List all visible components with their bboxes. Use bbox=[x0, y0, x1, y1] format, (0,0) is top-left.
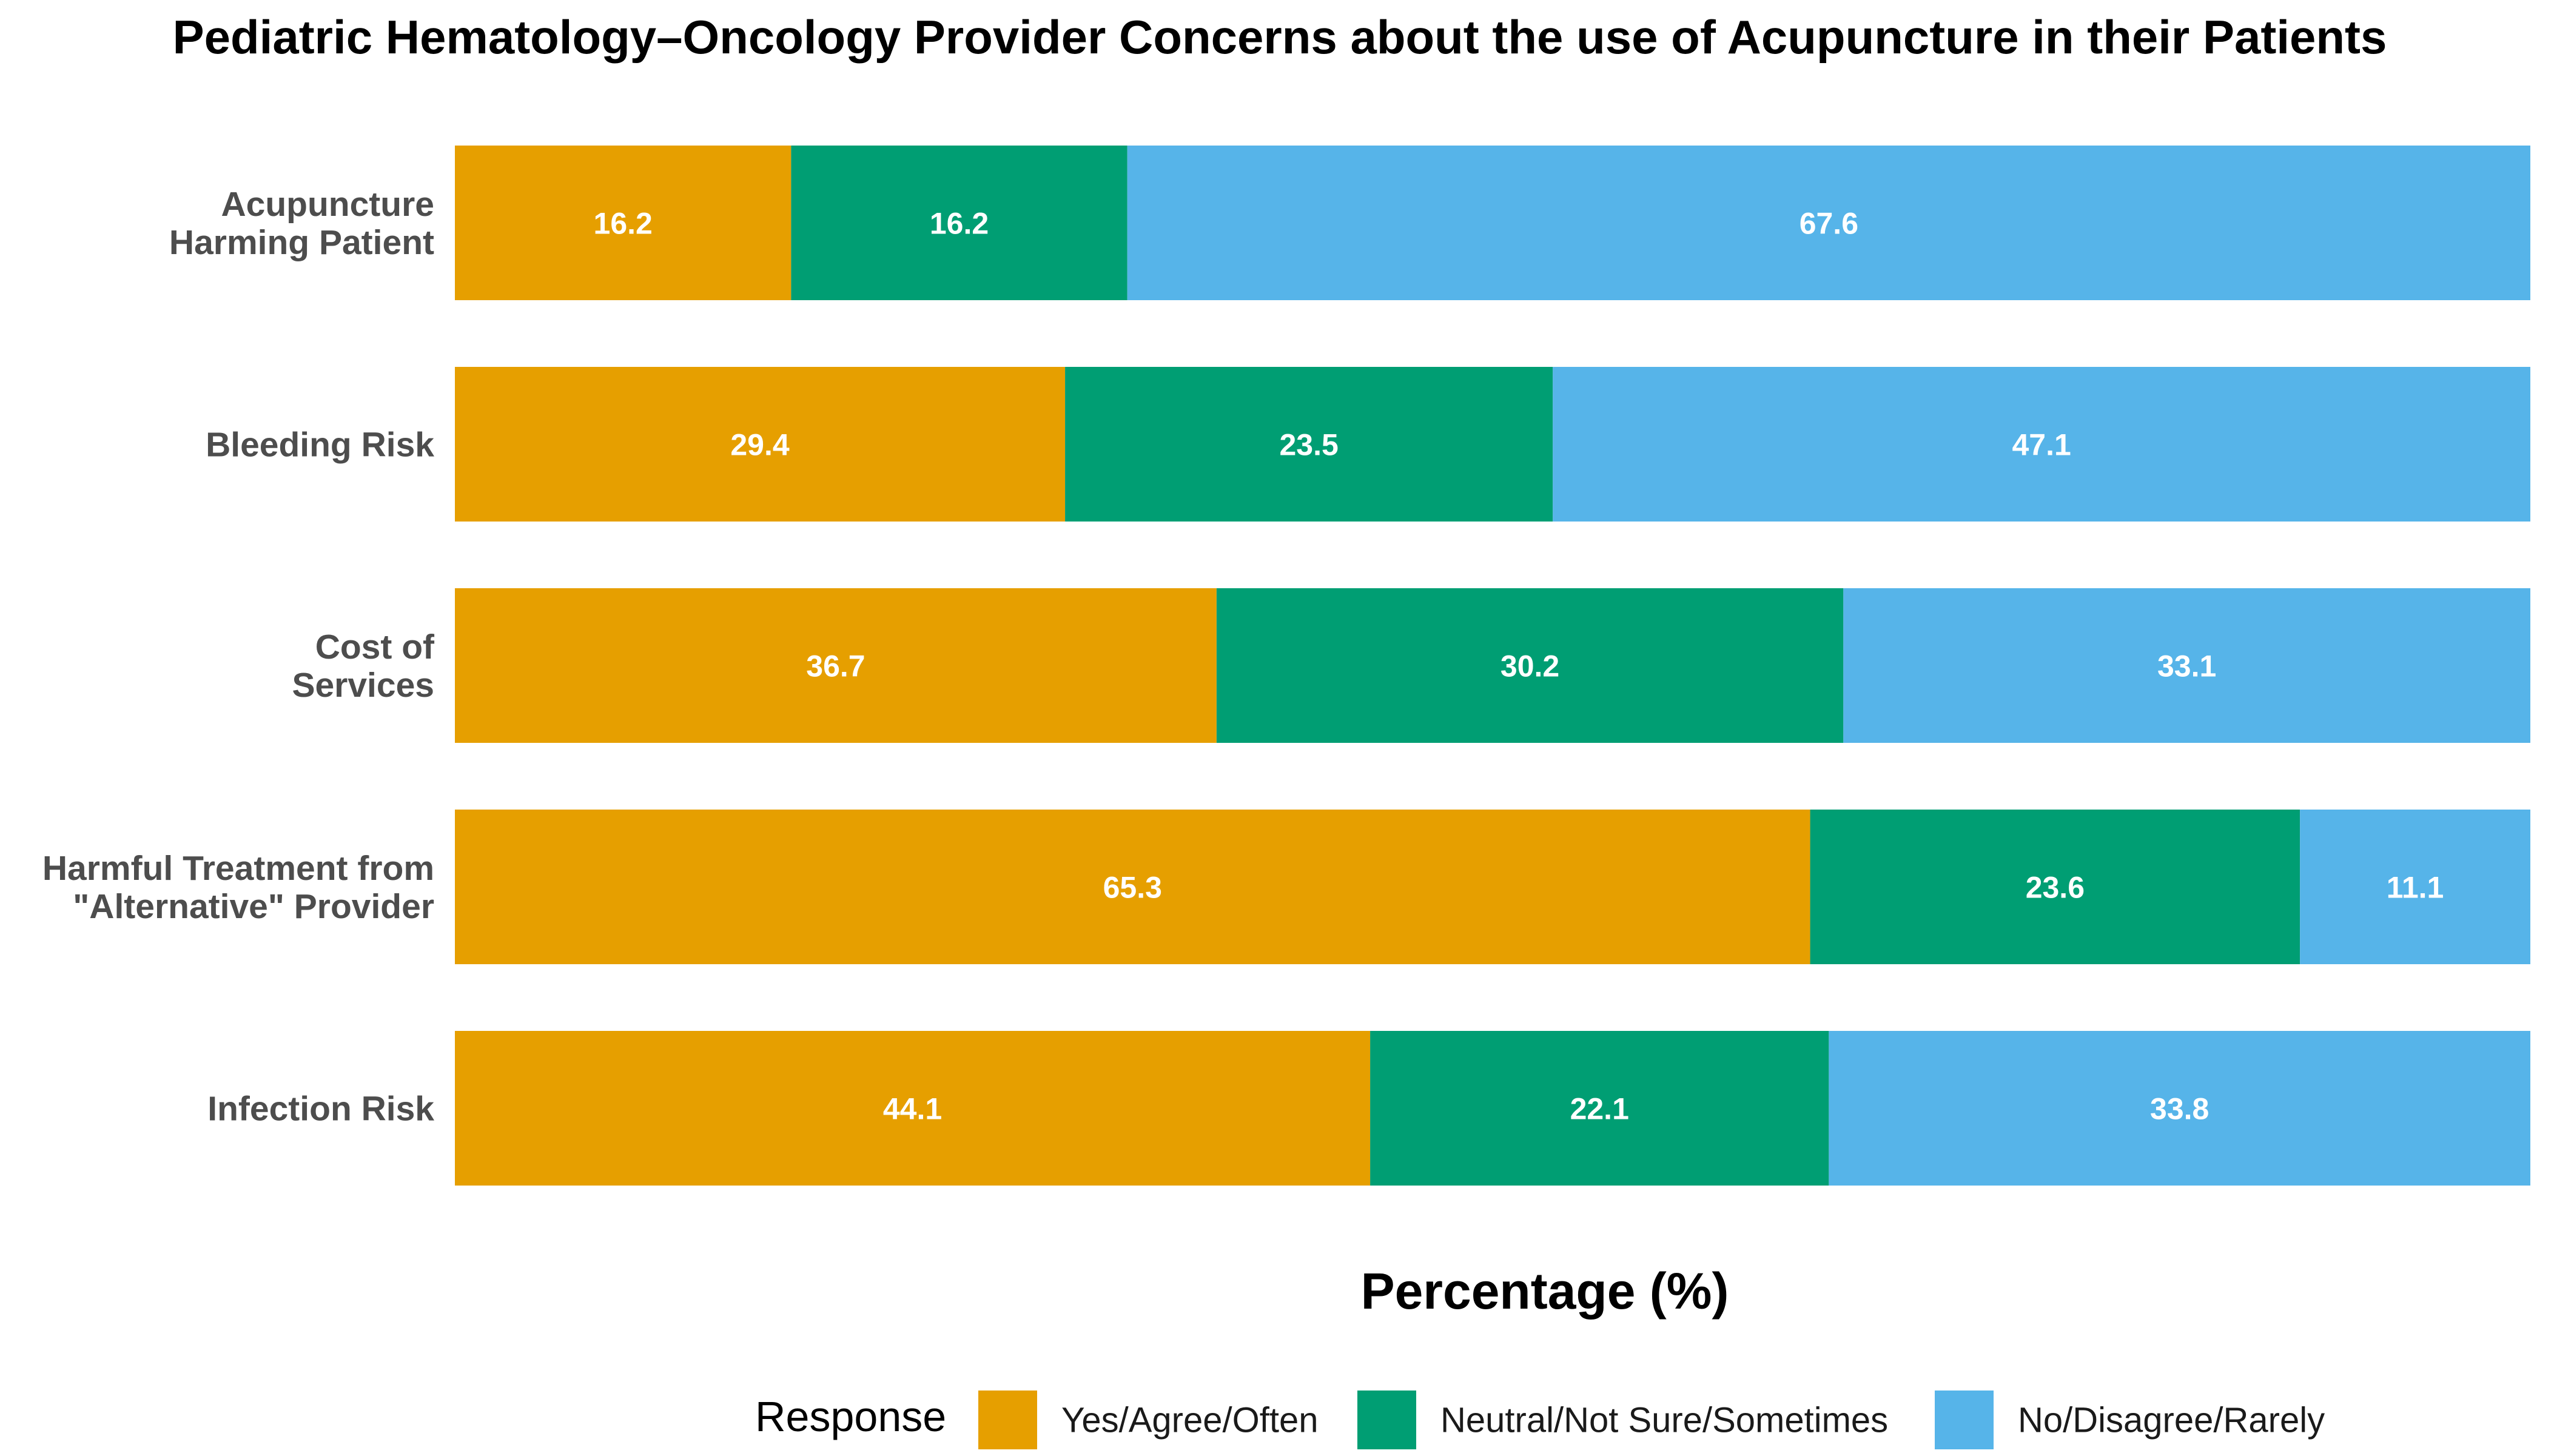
bar-infection-risk-yes-agree-often bbox=[455, 1031, 1371, 1186]
value-label-cost-of-services-yes-agree-often: 36.7 bbox=[806, 649, 865, 683]
category-label-harmful-treatment-from-alternative-provider-line-1: Harmful Treatment from bbox=[42, 849, 434, 888]
bar-cost-of-services-no-disagree-rarely bbox=[1843, 588, 2530, 743]
value-label-acupuncture-harming-patient-no-disagree-rarely: 67.6 bbox=[1800, 207, 1858, 241]
value-label-infection-risk-yes-agree-often: 44.1 bbox=[883, 1092, 942, 1126]
category-label-cost-of-services-line-1: Cost of bbox=[315, 628, 435, 666]
value-label-harmful-treatment-from-alternative-provider-yes-agree-often: 65.3 bbox=[1103, 871, 1162, 905]
value-label-bleeding-risk-yes-agree-often: 29.4 bbox=[730, 428, 790, 462]
bars bbox=[455, 146, 2530, 1186]
bar-infection-risk-no-disagree-rarely bbox=[1829, 1031, 2530, 1186]
bar-harmful-treatment-from-alternative-provider-no-disagree-rarely bbox=[2300, 810, 2530, 964]
legend: Response Yes/Agree/Often Neutral/Not Sure… bbox=[755, 1391, 2325, 1449]
bar-acupuncture-harming-patient-no-disagree-rarely bbox=[1127, 146, 2530, 300]
chart-title: Pediatric Hematology–Oncology Provider C… bbox=[173, 10, 2387, 64]
legend-title: Response bbox=[755, 1393, 946, 1440]
legend-label-neutral-not-sure-sometimes: Neutral/Not Sure/Sometimes bbox=[1440, 1401, 1888, 1440]
category-label-harmful-treatment-from-alternative-provider-line-2: "Alternative" Provider bbox=[73, 887, 434, 926]
bar-cost-of-services-neutral-not-sure-sometimes bbox=[1216, 588, 1844, 743]
bar-harmful-treatment-from-alternative-provider-neutral-not-sure-sometimes bbox=[1810, 810, 2300, 964]
legend-swatch-yes-agree-often bbox=[978, 1391, 1037, 1449]
bar-acupuncture-harming-patient-yes-agree-often bbox=[455, 146, 791, 300]
value-label-acupuncture-harming-patient-yes-agree-often: 16.2 bbox=[594, 207, 653, 241]
value-label-infection-risk-no-disagree-rarely: 33.8 bbox=[2150, 1092, 2209, 1126]
category-label-acupuncture-harming-patient-line-1: Acupuncture bbox=[221, 185, 434, 224]
category-label-cost-of-services-line-2: Services bbox=[292, 666, 434, 705]
legend-swatch-neutral-not-sure-sometimes bbox=[1357, 1391, 1416, 1449]
value-label-cost-of-services-neutral-not-sure-sometimes: 30.2 bbox=[1500, 649, 1559, 683]
bar-infection-risk-neutral-not-sure-sometimes bbox=[1370, 1031, 1829, 1186]
value-label-acupuncture-harming-patient-neutral-not-sure-sometimes: 16.2 bbox=[930, 207, 989, 241]
value-label-infection-risk-neutral-not-sure-sometimes: 22.1 bbox=[1570, 1092, 1629, 1126]
legend-label-no-disagree-rarely: No/Disagree/Rarely bbox=[2018, 1401, 2325, 1440]
bar-harmful-treatment-from-alternative-provider-yes-agree-often bbox=[455, 810, 1810, 964]
bar-acupuncture-harming-patient-neutral-not-sure-sometimes bbox=[791, 146, 1127, 300]
value-label-bleeding-risk-no-disagree-rarely: 47.1 bbox=[2012, 428, 2071, 462]
value-label-harmful-treatment-from-alternative-provider-neutral-not-sure-sometimes: 23.6 bbox=[2026, 871, 2085, 905]
category-label-acupuncture-harming-patient-line-2: Harming Patient bbox=[169, 223, 434, 262]
bar-bleeding-risk-neutral-not-sure-sometimes bbox=[1065, 367, 1553, 522]
value-labels: 16.2 16.2 67.6 29.4 23.5 47.1 36.7 30.2 33.1 65.3… bbox=[594, 207, 2444, 1126]
value-label-cost-of-services-no-disagree-rarely: 33.1 bbox=[2157, 649, 2216, 683]
bar-bleeding-risk-yes-agree-often bbox=[455, 367, 1066, 522]
bar-bleeding-risk-no-disagree-rarely bbox=[1553, 367, 2530, 522]
value-label-bleeding-risk-neutral-not-sure-sometimes: 23.5 bbox=[1279, 428, 1338, 462]
value-label-harmful-treatment-from-alternative-provider-no-disagree-rarely: 11.1 bbox=[2387, 871, 2444, 905]
x-axis-title: Percentage (%) bbox=[1361, 1263, 1729, 1320]
bar-cost-of-services-yes-agree-often bbox=[455, 588, 1217, 743]
legend-label-yes-agree-often: Yes/Agree/Often bbox=[1061, 1401, 1318, 1440]
legend-swatch-no-disagree-rarely bbox=[1935, 1391, 1994, 1449]
category-label-infection-risk: Infection Risk bbox=[207, 1090, 434, 1129]
category-label-bleeding-risk: Bleeding Risk bbox=[206, 426, 434, 465]
